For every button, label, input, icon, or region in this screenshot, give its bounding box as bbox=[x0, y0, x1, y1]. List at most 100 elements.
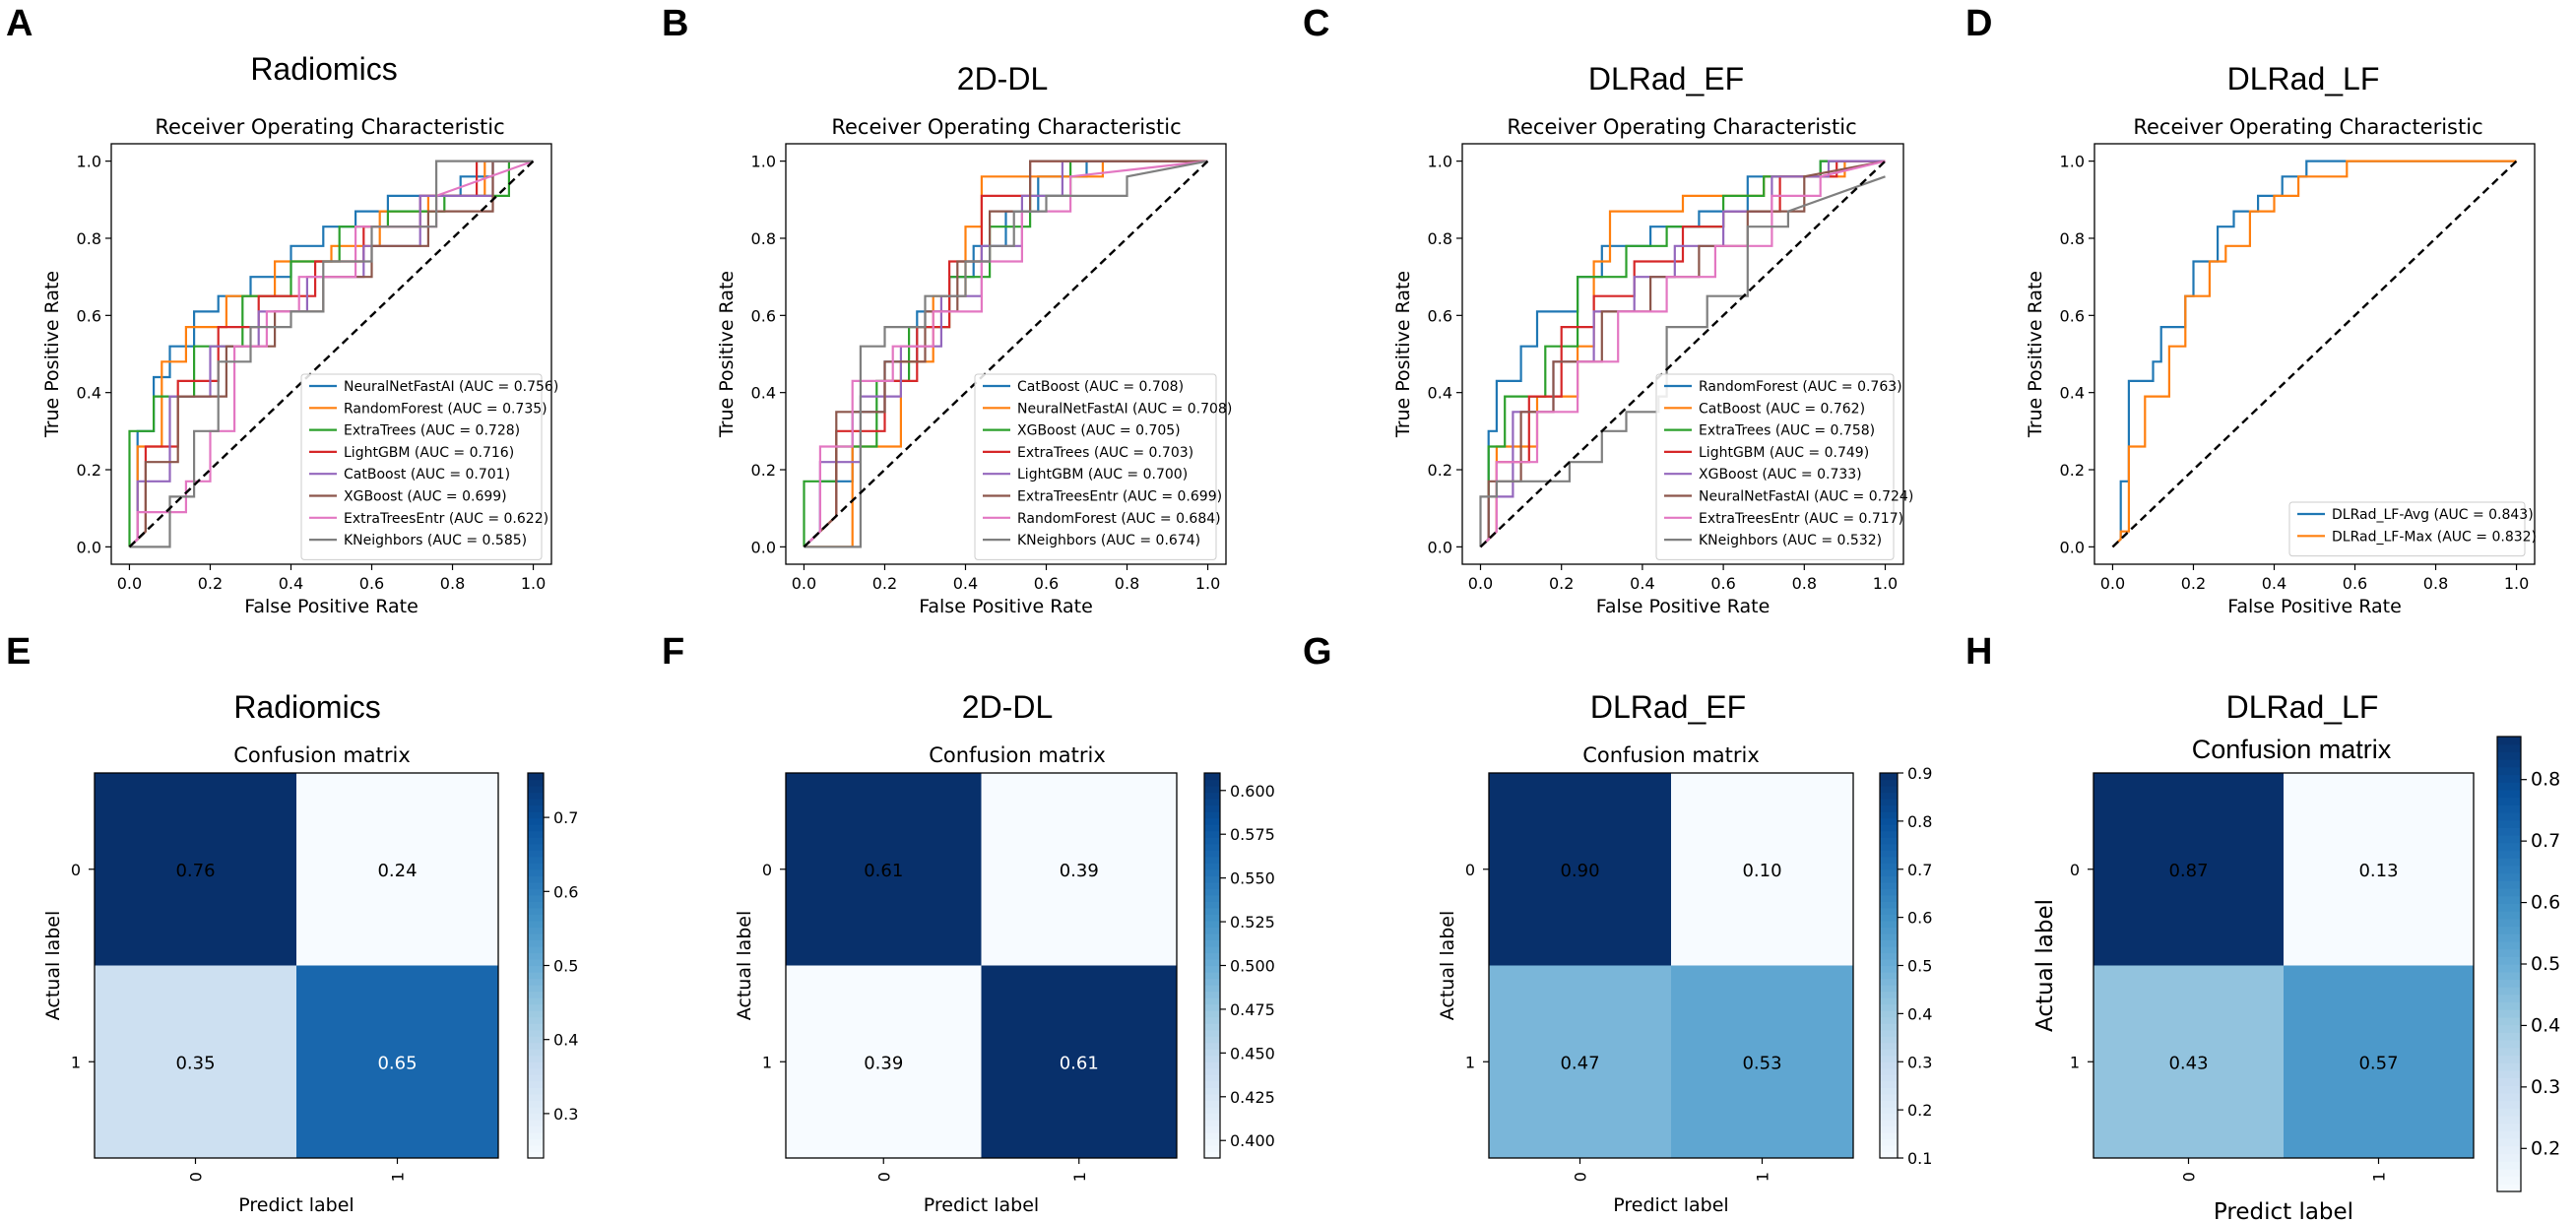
cm-g-colorbar-segment bbox=[1880, 1087, 1898, 1095]
cm-f-cell bbox=[981, 965, 1177, 1158]
roc-a-y-tick-label: 0.2 bbox=[77, 461, 101, 480]
cm-f-colorbar-segment bbox=[1204, 1003, 1220, 1011]
roc-a-y-tick-label: 0.6 bbox=[77, 306, 101, 325]
roc-d-axes-frame bbox=[2093, 143, 2536, 565]
roc-a-axes-frame bbox=[110, 143, 552, 565]
roc-c-x-tick-label: 0.8 bbox=[1792, 574, 1817, 593]
cm-f-colorbar-segment bbox=[1204, 1144, 1220, 1153]
cm-h-colorbar-segment bbox=[2497, 1085, 2521, 1094]
cm-g-colorbar-segment bbox=[1880, 1138, 1898, 1146]
cm-g-colorbar-segment bbox=[1880, 1093, 1898, 1101]
roc-b-legend-entry: ExtraTrees (AUC = 0.703) bbox=[1017, 445, 1193, 461]
cm-g-colorbar-segment bbox=[1880, 786, 1898, 794]
cm-f-colorbar-segment bbox=[1204, 1119, 1220, 1127]
cm-f-colorbar-segment bbox=[1204, 799, 1220, 806]
roc-a-x-tick-label: 1.0 bbox=[521, 574, 546, 593]
cm-f-title: 2D-DL bbox=[962, 689, 1053, 725]
cm-e-colorbar-segment bbox=[528, 1144, 544, 1153]
cm-g-colorbar-segment bbox=[1880, 850, 1898, 858]
cm-e-colorbar-segment bbox=[528, 1003, 544, 1011]
roc-d-series-line bbox=[2111, 160, 2517, 548]
cm-h-colorbar-segment bbox=[2497, 987, 2521, 996]
cm-e-colorbar-segment bbox=[528, 779, 544, 787]
cm-g-colorbar-segment bbox=[1880, 1049, 1898, 1057]
roc-c-series-line bbox=[1479, 160, 1886, 548]
cm-f-colorbar-segment bbox=[1204, 1113, 1220, 1121]
cm-f-cell bbox=[786, 773, 982, 966]
roc-b-chance-diagonal bbox=[803, 160, 1209, 548]
cm-f-colorbar-segment bbox=[1204, 1151, 1220, 1159]
cm-e-colorbar-tick-label: 0.6 bbox=[553, 882, 578, 901]
cm-h-x-axis-label: Predict label bbox=[2214, 1199, 2353, 1222]
cm-h-colorbar-segment bbox=[2497, 1161, 2521, 1170]
cm-g-colorbar-segment bbox=[1880, 965, 1898, 973]
cm-h-colorbar-tick-label: 0.8 bbox=[2531, 769, 2560, 791]
roc-a-x-tick-label: 0.0 bbox=[117, 574, 142, 593]
cm-h-colorbar-tick-label: 0.2 bbox=[2531, 1137, 2560, 1159]
roc-b-y-tick-label: 1.0 bbox=[751, 153, 776, 171]
cm-f-colorbar-segment bbox=[1204, 856, 1220, 864]
confusion-matrix-layer: 0.76 0.24 0.35 0.65 0 1 0 1 Predict label Actual … bbox=[42, 736, 2560, 1222]
cm-g-colorbar-tick-label: 0.1 bbox=[1907, 1149, 1932, 1168]
roc-b-axes-frame bbox=[785, 143, 1227, 565]
roc-c-y-tick-label: 0.0 bbox=[1428, 538, 1452, 556]
roc-c-x-tick-label: 0.6 bbox=[1710, 574, 1735, 593]
cm-f-colorbar-segment bbox=[1204, 824, 1220, 832]
cm-f-y-tick-label: 0 bbox=[762, 861, 772, 879]
roc-c-x-axis-label: False Positive Rate bbox=[1596, 596, 1771, 617]
roc-b-legend-entry: KNeighbors (AUC = 0.674) bbox=[1017, 533, 1200, 548]
cm-h-colorbar-segment bbox=[2497, 979, 2521, 988]
cm-f-colorbar-segment bbox=[1204, 1023, 1220, 1031]
cm-f-colorbar-segment bbox=[1204, 1042, 1220, 1050]
roc-b-y-tick-label: 0.6 bbox=[751, 306, 776, 325]
cm-h-colorbar-segment bbox=[2497, 812, 2521, 821]
cm-e-colorbar-segment bbox=[528, 804, 544, 812]
roc-b-y-tick-label: 0.2 bbox=[751, 461, 776, 480]
cm-e-colorbar-segment bbox=[528, 850, 544, 858]
cm-h-colorbar-segment bbox=[2497, 759, 2521, 768]
cm-h-y-tick-label: 1 bbox=[2070, 1053, 2080, 1071]
cm-f-colorbar-segment bbox=[1204, 888, 1220, 896]
cm-f-colorbar-segment bbox=[1204, 894, 1220, 902]
cm-e-colorbar-segment bbox=[528, 824, 544, 832]
cm-f-cell-label: 0.39 bbox=[864, 1053, 903, 1073]
cm-e-colorbar-segment bbox=[528, 1100, 544, 1108]
cm-f-colorbar-segment bbox=[1204, 914, 1220, 922]
roc-c-y-tick-label: 0.6 bbox=[1428, 306, 1452, 325]
cm-f-colorbar-segment bbox=[1204, 1016, 1220, 1024]
cm-e-colorbar-segment bbox=[528, 830, 544, 838]
cm-g-x-tick-label: 1 bbox=[1754, 1172, 1772, 1182]
roc-c-legend-entry: KNeighbors (AUC = 0.532) bbox=[1699, 533, 1882, 548]
cm-e-colorbar-segment bbox=[528, 933, 544, 941]
roc-d-x-tick-label: 0.6 bbox=[2343, 574, 2367, 593]
roc-a-legend-entry: RandomForest (AUC = 0.735) bbox=[344, 401, 547, 417]
cm-e-colorbar-tick-label: 0.3 bbox=[553, 1105, 578, 1124]
cm-g-colorbar-segment bbox=[1880, 997, 1898, 1005]
cm-h-colorbar-segment bbox=[2497, 948, 2521, 957]
roc-a-legend-entry: KNeighbors (AUC = 0.585) bbox=[344, 533, 527, 548]
roc-c-y-axis-label: True Positive Rate bbox=[1392, 271, 1414, 438]
cm-h-colorbar-segment bbox=[2497, 872, 2521, 881]
cm-g-colorbar-segment bbox=[1880, 1067, 1898, 1075]
cm-g-colorbar-segment bbox=[1880, 1003, 1898, 1011]
cm-h-colorbar-segment bbox=[2497, 1176, 2521, 1185]
cm-e-colorbar-segment bbox=[528, 863, 544, 870]
cm-h-cell bbox=[2284, 965, 2474, 1158]
cm-e-x-tick-label: 1 bbox=[389, 1172, 408, 1182]
cm-g-colorbar-segment bbox=[1880, 1061, 1898, 1069]
cm-h-colorbar-segment bbox=[2497, 964, 2521, 973]
cm-f-x-tick-label: 0 bbox=[874, 1172, 893, 1182]
cm-g-colorbar-segment bbox=[1880, 894, 1898, 902]
roc-c-legend-entry: ExtraTreesEntr (AUC = 0.717) bbox=[1699, 511, 1903, 527]
cm-f-colorbar-segment bbox=[1204, 863, 1220, 870]
cm-g-colorbar-segment bbox=[1880, 875, 1898, 883]
panel-letter-d: D bbox=[1965, 3, 1992, 44]
cm-f-colorbar-segment bbox=[1204, 991, 1220, 998]
cm-h-colorbar-segment bbox=[2497, 835, 2521, 844]
cm-f-colorbar-segment bbox=[1204, 907, 1220, 915]
roc-b-title: 2D-DL bbox=[957, 61, 1048, 96]
roc-a-series-line bbox=[128, 160, 534, 548]
cm-g-cell-label: 0.10 bbox=[1742, 861, 1781, 881]
cm-f-colorbar-segment bbox=[1204, 1080, 1220, 1088]
cm-e-cell bbox=[95, 773, 296, 966]
